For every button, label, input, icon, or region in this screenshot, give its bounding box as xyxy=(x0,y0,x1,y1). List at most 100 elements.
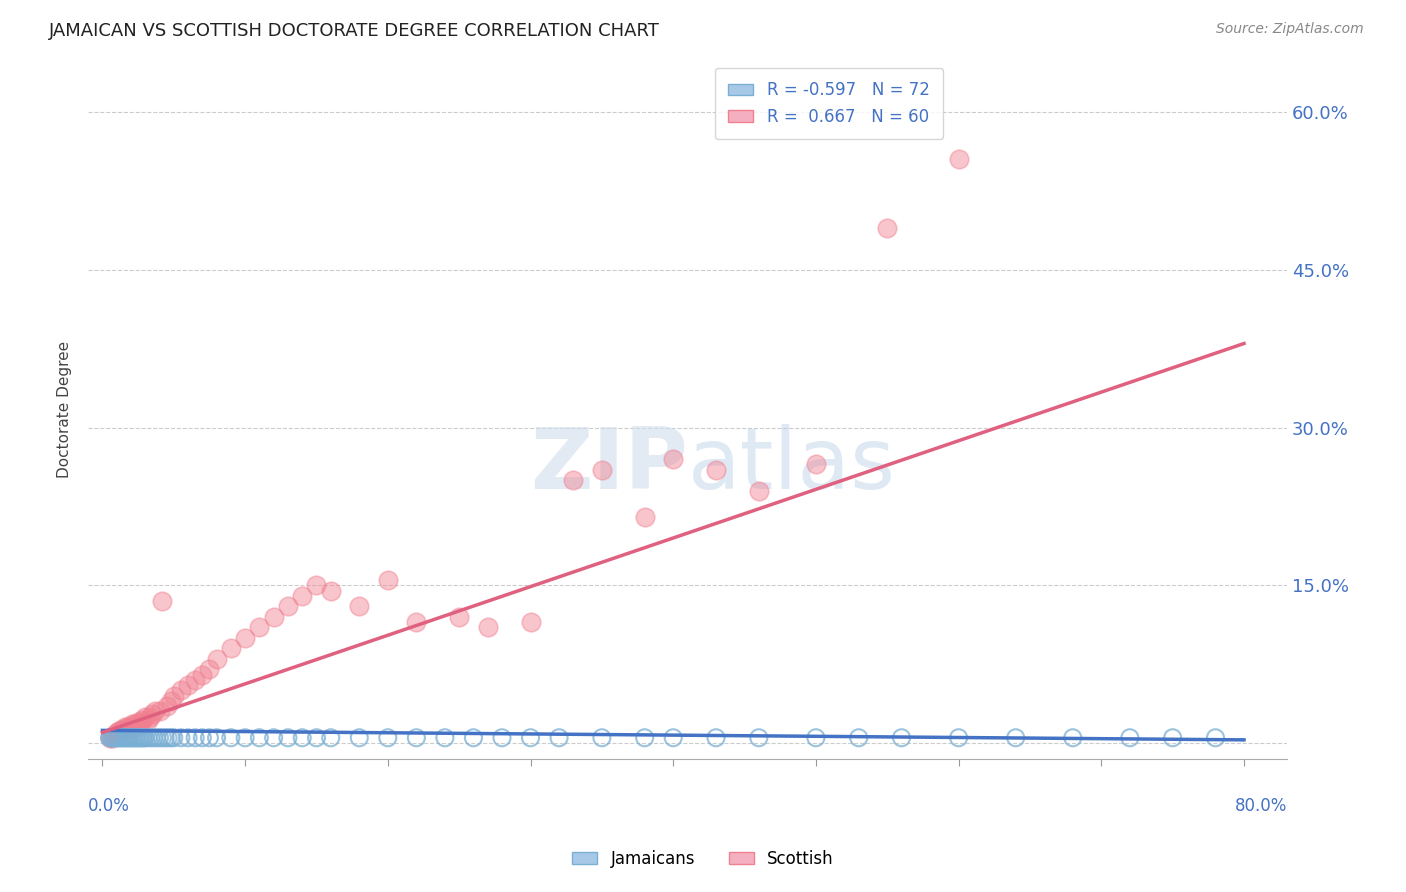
Point xyxy=(170,683,193,698)
Point xyxy=(115,720,138,734)
Point xyxy=(191,731,214,745)
Point xyxy=(433,731,456,745)
Point xyxy=(124,731,146,745)
Point xyxy=(117,723,139,738)
Point xyxy=(219,731,242,745)
Point xyxy=(131,731,153,745)
Point xyxy=(148,705,170,719)
Point xyxy=(110,731,132,745)
Point xyxy=(112,723,135,738)
Point xyxy=(184,731,207,745)
Point xyxy=(548,731,571,745)
Point xyxy=(129,714,152,729)
Point xyxy=(263,731,285,745)
Point xyxy=(98,731,121,745)
Point xyxy=(748,731,770,745)
Point xyxy=(101,731,124,745)
Point xyxy=(191,667,214,681)
Point xyxy=(134,731,156,745)
Point xyxy=(247,620,270,634)
Point xyxy=(876,220,898,235)
Point xyxy=(131,713,153,727)
Point xyxy=(138,710,160,724)
Point xyxy=(662,731,685,745)
Point xyxy=(198,731,221,745)
Point xyxy=(591,731,613,745)
Legend: Jamaicans, Scottish: Jamaicans, Scottish xyxy=(565,844,841,875)
Point xyxy=(184,673,207,687)
Legend: R = -0.597   N = 72, R =  0.667   N = 60: R = -0.597 N = 72, R = 0.667 N = 60 xyxy=(716,68,943,139)
Point xyxy=(198,662,221,676)
Point xyxy=(141,706,163,721)
Point xyxy=(98,731,121,745)
Point xyxy=(139,731,162,745)
Point xyxy=(118,731,141,745)
Point xyxy=(804,731,827,745)
Point xyxy=(115,731,138,745)
Point xyxy=(150,594,173,608)
Point xyxy=(100,731,122,745)
Point xyxy=(948,731,970,745)
Point xyxy=(128,731,150,745)
Point xyxy=(127,731,149,745)
Point xyxy=(160,731,183,745)
Point xyxy=(704,731,727,745)
Point xyxy=(1119,731,1142,745)
Point xyxy=(134,710,156,724)
Text: ZIP: ZIP xyxy=(530,424,688,507)
Text: atlas: atlas xyxy=(688,424,896,507)
Point xyxy=(160,694,183,708)
Point xyxy=(519,615,541,629)
Point xyxy=(125,720,148,734)
Point xyxy=(305,731,328,745)
Point xyxy=(219,641,242,656)
Point xyxy=(890,731,912,745)
Y-axis label: Doctorate Degree: Doctorate Degree xyxy=(58,341,72,478)
Point xyxy=(121,731,143,745)
Point xyxy=(319,583,342,598)
Point xyxy=(177,731,200,745)
Point xyxy=(118,720,141,734)
Point xyxy=(804,458,827,472)
Point xyxy=(291,731,314,745)
Point xyxy=(120,731,142,745)
Point xyxy=(117,731,139,745)
Point xyxy=(247,731,270,745)
Point xyxy=(150,731,173,745)
Point xyxy=(1062,731,1084,745)
Point xyxy=(291,589,314,603)
Point xyxy=(948,153,970,167)
Point xyxy=(143,705,166,719)
Point xyxy=(148,731,170,745)
Point xyxy=(491,731,513,745)
Point xyxy=(704,463,727,477)
Point xyxy=(662,452,685,467)
Point xyxy=(477,620,499,634)
Text: 0.0%: 0.0% xyxy=(89,797,129,815)
Point xyxy=(121,717,143,731)
Point xyxy=(112,731,135,745)
Point xyxy=(449,610,471,624)
Point xyxy=(634,510,657,524)
Point xyxy=(177,678,200,692)
Point xyxy=(205,731,228,745)
Point xyxy=(122,731,145,745)
Point xyxy=(129,731,152,745)
Point xyxy=(170,731,193,745)
Point xyxy=(377,573,399,587)
Point xyxy=(136,731,159,745)
Point xyxy=(104,731,127,745)
Point xyxy=(405,731,427,745)
Point xyxy=(157,731,180,745)
Text: Source: ZipAtlas.com: Source: ZipAtlas.com xyxy=(1216,22,1364,37)
Point xyxy=(748,483,770,498)
Point xyxy=(562,473,585,487)
Point xyxy=(103,731,125,745)
Point xyxy=(377,731,399,745)
Point xyxy=(127,714,149,729)
Point xyxy=(591,463,613,477)
Point xyxy=(349,599,371,614)
Point xyxy=(233,731,256,745)
Point xyxy=(128,717,150,731)
Point xyxy=(848,731,870,745)
